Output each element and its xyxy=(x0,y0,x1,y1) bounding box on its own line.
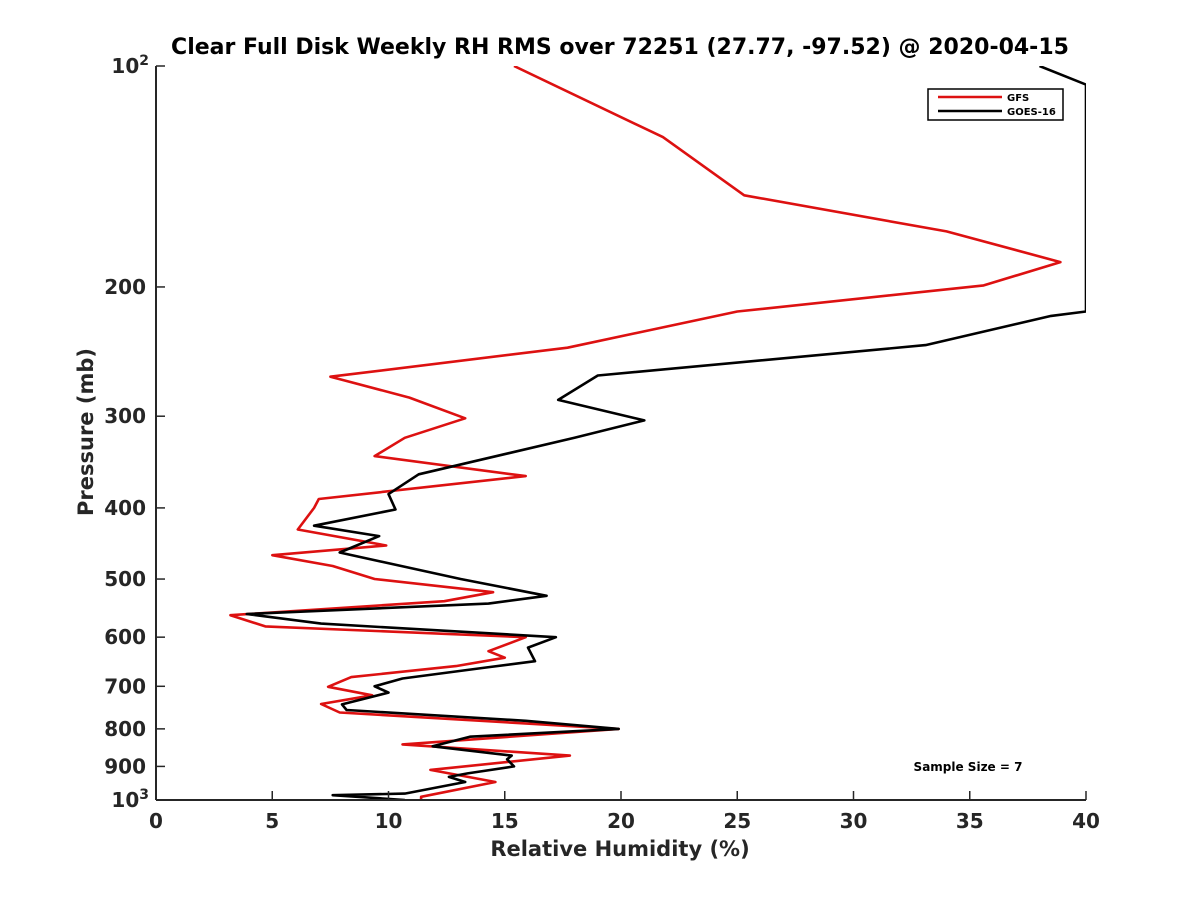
y-axis-label: Pressure (mb) xyxy=(74,348,98,516)
y-tick-label: 600 xyxy=(104,625,146,649)
y-tick-label-exponent: 3 xyxy=(139,787,149,803)
x-tick-label: 25 xyxy=(723,809,751,833)
x-tick-label: 40 xyxy=(1072,809,1100,833)
series-line-goes16 xyxy=(245,66,1086,800)
x-tick-label: 20 xyxy=(607,809,635,833)
y-tick-label-base: 10 xyxy=(111,788,139,812)
x-tick-label: 15 xyxy=(491,809,519,833)
y-tick-label: 400 xyxy=(104,496,146,520)
legend-box xyxy=(927,88,1064,121)
legend-label-gfs: GFS xyxy=(1007,93,1029,104)
plot-lines xyxy=(229,66,1086,800)
axes: 0 5 10 15 20 25 30 35 40102200300400500600700800… xyxy=(104,53,1100,833)
y-tick-label-base: 10 xyxy=(111,54,139,78)
y-tick-label: 200 xyxy=(104,275,146,299)
x-tick-label: 35 xyxy=(956,809,984,833)
x-tick-label: 10 xyxy=(375,809,403,833)
y-tick-label: 500 xyxy=(104,567,146,591)
y-tick-label: 103 xyxy=(111,787,149,812)
y-tick-label-exponent: 2 xyxy=(139,53,149,69)
sample-size-annotation: Sample Size = 7 xyxy=(914,760,1023,774)
legend: GFS GOES-16 xyxy=(927,88,1064,121)
y-tick-label: 300 xyxy=(104,404,146,428)
series-line-gfs xyxy=(229,66,1062,800)
x-tick-label: 30 xyxy=(840,809,868,833)
y-tick-label: 800 xyxy=(104,717,146,741)
legend-label-goes16: GOES-16 xyxy=(1007,107,1056,118)
x-axis-label: Relative Humidity (%) xyxy=(490,837,749,861)
chart-title: Clear Full Disk Weekly RH RMS over 72251… xyxy=(171,35,1069,60)
x-tick-label: 5 xyxy=(265,809,279,833)
y-tick-label: 900 xyxy=(104,754,146,778)
y-tick-label: 102 xyxy=(111,53,149,78)
y-tick-label: 700 xyxy=(104,674,146,698)
x-tick-label: 0 xyxy=(149,809,163,833)
